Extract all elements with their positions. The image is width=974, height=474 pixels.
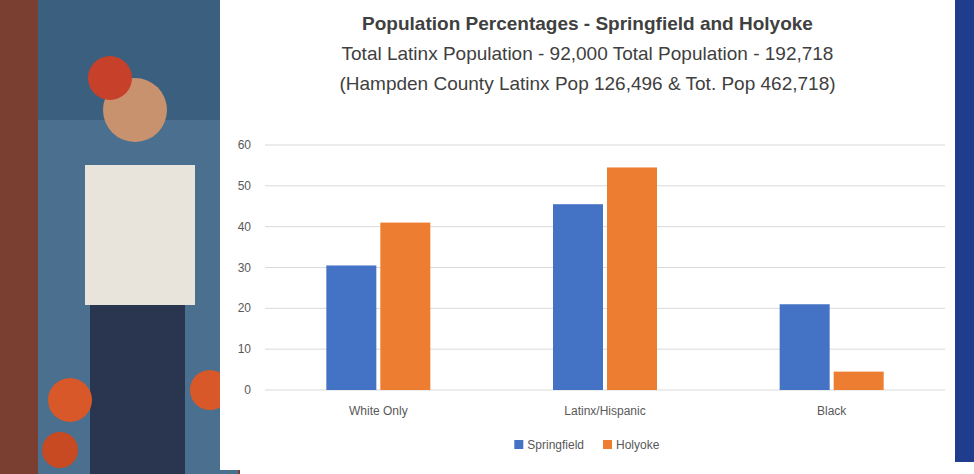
bars bbox=[326, 167, 883, 390]
x-tick-label: Latinx/Hispanic bbox=[564, 404, 645, 418]
legend-label: Springfield bbox=[527, 438, 584, 452]
mural bbox=[38, 0, 238, 474]
chart-subtitle: (Hampden County Latinx Pop 126,496 & Tot… bbox=[339, 73, 835, 94]
legend-swatch bbox=[603, 440, 612, 449]
y-tick-label: 30 bbox=[238, 261, 252, 275]
bar bbox=[553, 204, 603, 390]
bar bbox=[834, 372, 884, 390]
chart-subtitle: Total Latinx Population - 92,000 Total P… bbox=[342, 43, 834, 64]
chart-title: Population Percentages - Springfield and… bbox=[362, 13, 813, 34]
mural-skirt bbox=[90, 300, 185, 474]
bar bbox=[326, 265, 376, 390]
y-tick-label: 50 bbox=[238, 179, 252, 193]
bar bbox=[780, 304, 830, 390]
mural-hair bbox=[88, 56, 132, 100]
x-tick-label: Black bbox=[817, 404, 847, 418]
page: Population Percentages - Springfield and… bbox=[0, 0, 974, 474]
y-tick-label: 10 bbox=[238, 342, 252, 356]
brick-wall bbox=[0, 0, 240, 474]
legend-swatch bbox=[514, 440, 523, 449]
grid-line bbox=[265, 145, 945, 146]
y-tick-label: 20 bbox=[238, 301, 252, 315]
x-tick-label: White Only bbox=[349, 404, 408, 418]
y-tick-label: 40 bbox=[238, 220, 252, 234]
grid-line bbox=[265, 226, 945, 227]
legend-label: Holyoke bbox=[616, 438, 660, 452]
chart-panel bbox=[220, 0, 955, 470]
mural-flower bbox=[42, 432, 78, 468]
grid-line bbox=[265, 185, 945, 186]
bar bbox=[607, 167, 657, 390]
mural-flower bbox=[48, 378, 92, 422]
mural-blouse bbox=[85, 165, 195, 305]
background bbox=[0, 0, 974, 474]
y-tick-label: 0 bbox=[244, 383, 251, 397]
y-tick-label: 60 bbox=[238, 138, 252, 152]
legend: Springfield Holyoke bbox=[514, 438, 659, 452]
bar bbox=[380, 223, 430, 390]
